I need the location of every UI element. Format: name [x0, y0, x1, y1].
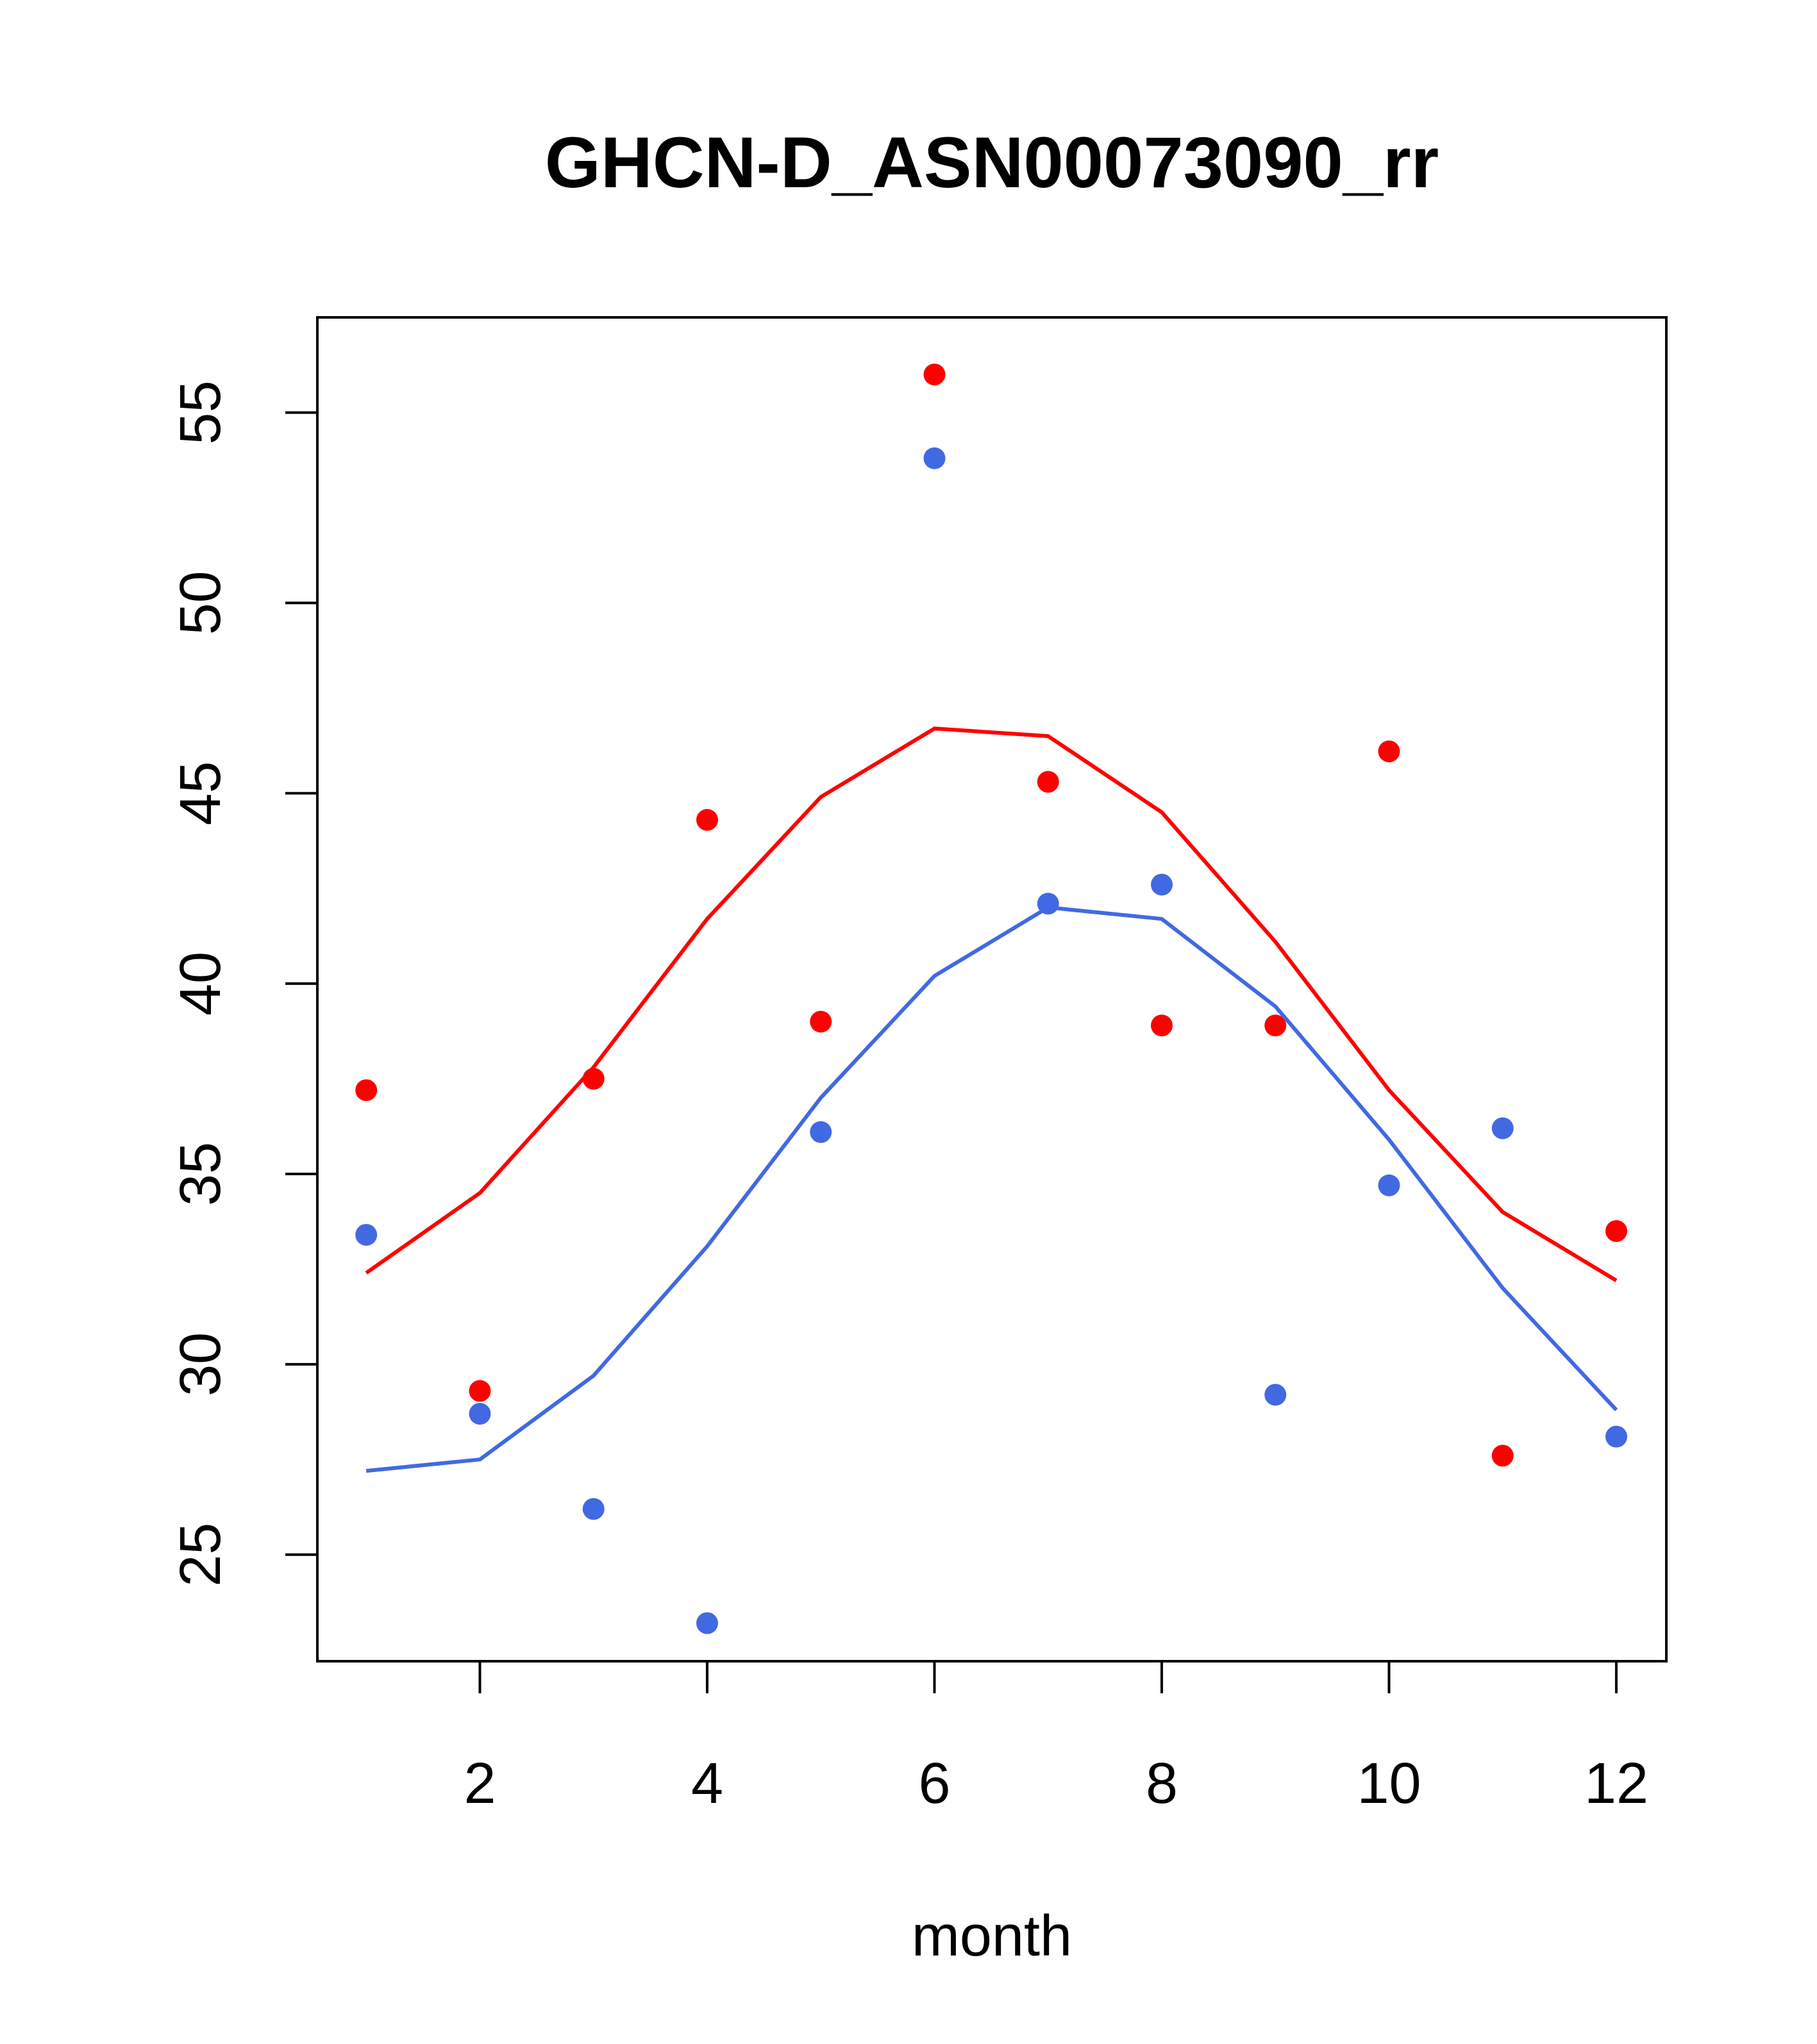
data-point: [696, 808, 718, 831]
data-point: [469, 1403, 491, 1425]
data-point: [696, 1612, 718, 1634]
x-tick-label: 6: [918, 1752, 950, 1816]
x-tick-label: 4: [691, 1752, 723, 1816]
data-point: [923, 447, 946, 469]
x-axis: 2 4 6 8 10 12: [464, 1661, 1648, 1816]
y-tick-label: 50: [169, 571, 233, 635]
data-point: [1037, 771, 1059, 793]
x-tick-label: 8: [1146, 1752, 1178, 1816]
y-tick-label: 30: [169, 1332, 233, 1396]
y-tick-label: 45: [169, 761, 233, 825]
y-tick-label: 25: [169, 1523, 233, 1587]
data-point: [1264, 1384, 1287, 1406]
y-tick-label: 35: [169, 1142, 233, 1206]
data-point: [1378, 740, 1400, 762]
data-point: [1264, 1014, 1287, 1037]
series-1: [355, 364, 1628, 1467]
y-tick-label: 40: [169, 951, 233, 1016]
x-axis-label: month: [912, 1904, 1072, 1968]
data-point: [1491, 1445, 1514, 1467]
data-point: [1150, 1014, 1173, 1037]
x-tick-label: 10: [1357, 1752, 1421, 1816]
data-point: [1605, 1425, 1628, 1448]
series-layer: [355, 364, 1628, 1634]
data-point: [810, 1121, 832, 1143]
data-point: [355, 1223, 378, 1246]
data-point: [1378, 1174, 1400, 1196]
series-line: [365, 905, 1618, 1473]
data-point: [923, 364, 946, 386]
series-line: [365, 726, 1618, 1282]
data-point: [1605, 1220, 1628, 1243]
data-point: [355, 1079, 378, 1102]
data-point: [1150, 873, 1173, 896]
series-2: [355, 447, 1628, 1634]
data-point: [810, 1010, 832, 1033]
y-tick-label: 55: [169, 380, 233, 444]
x-tick-label: 2: [464, 1752, 496, 1816]
plot-frame: [316, 316, 1668, 1663]
data-point: [1037, 892, 1059, 915]
data-point: [582, 1498, 605, 1520]
data-point: [469, 1380, 491, 1402]
data-point: [1491, 1117, 1514, 1139]
y-axis: 25 30 35 40 45 50 55: [169, 380, 317, 1587]
chart-title: GHCN-D_ASN00073090_rr: [545, 122, 1439, 203]
data-point: [582, 1068, 605, 1090]
x-tick-label: 12: [1584, 1752, 1648, 1816]
